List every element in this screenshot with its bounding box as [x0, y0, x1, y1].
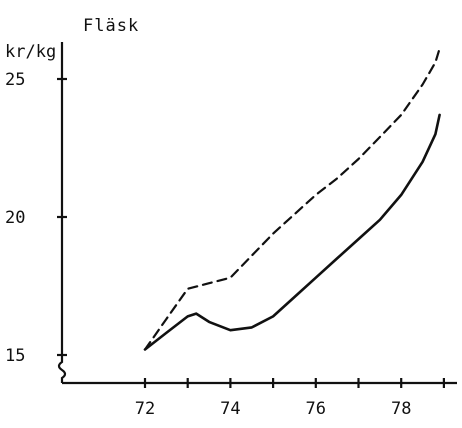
y-tick-label: 20: [5, 208, 25, 228]
y-axis-unit-label: kr/kg: [5, 42, 56, 62]
x-tick-label: 72: [135, 399, 155, 419]
x-tick-label: 76: [306, 399, 326, 419]
x-tick-label: 78: [391, 399, 411, 419]
x-tick-label: 74: [220, 399, 240, 419]
dashed-series-line: [143, 47, 441, 351]
solid-series-line: [143, 113, 441, 351]
y-tick-label: 25: [5, 70, 25, 90]
y-axis-line: [57, 42, 67, 383]
axes: 15 20 25 72 74 76 78: [5, 42, 457, 419]
chart-title: Fläsk: [83, 16, 139, 36]
series-layer: [143, 47, 441, 351]
y-tick-label: 15: [5, 346, 25, 366]
